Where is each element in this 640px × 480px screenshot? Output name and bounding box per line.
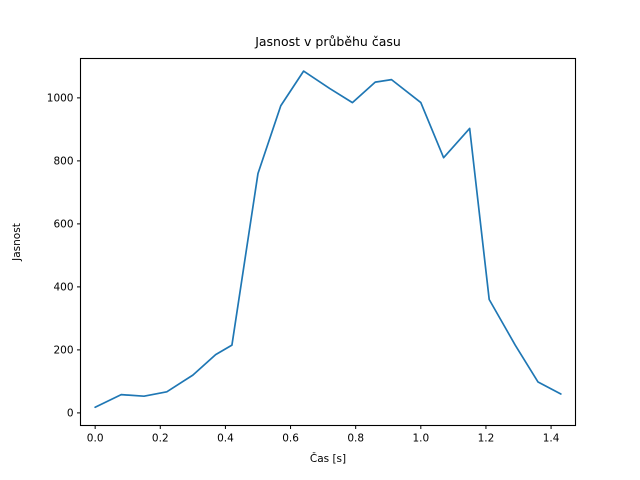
x-tick-label: 1.4 (543, 433, 560, 445)
y-tick-label: 1000 (47, 93, 74, 105)
y-axis-tick-labels: 0 200 400 600 800 1000 (47, 93, 74, 420)
x-tick-label: 0.6 (282, 433, 299, 445)
x-tick-label: 0.4 (217, 433, 234, 445)
y-axis-tick-marks (77, 97, 81, 414)
axes-frame (79, 57, 577, 427)
x-axis-tick-marks (94, 425, 552, 429)
data-series-line (94, 70, 562, 409)
chart-title: Jasnost v průběhu času (254, 34, 401, 49)
x-tick-label: 1.2 (478, 433, 495, 445)
y-tick-label: 0 (67, 408, 74, 420)
y-axis-label: Jasnost (11, 223, 23, 262)
y-tick-label: 600 (53, 219, 73, 231)
x-tick-label: 0.0 (87, 433, 104, 445)
y-tick-label: 400 (53, 282, 73, 294)
x-tick-label: 1.0 (412, 433, 429, 445)
y-tick-label: 200 (53, 345, 73, 357)
x-tick-label: 0.2 (152, 433, 169, 445)
x-tick-label: 0.8 (347, 433, 364, 445)
y-tick-label: 800 (53, 156, 73, 168)
x-axis-label: Čas [s] (310, 452, 346, 465)
x-axis-tick-labels: 0.0 0.2 0.4 0.6 0.8 1.0 1.2 1.4 (87, 433, 560, 445)
